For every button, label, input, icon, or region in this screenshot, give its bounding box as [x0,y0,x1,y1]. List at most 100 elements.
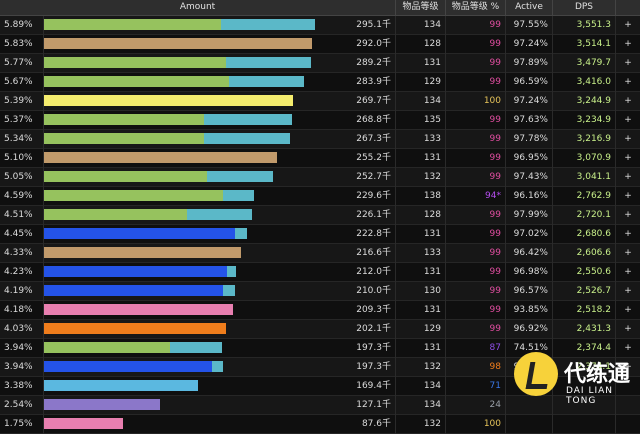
dps-cell: 2,606.6 [553,244,616,263]
table-row[interactable]: 4.33% 216.6千 133 99 96.42% 2,606.6 + [0,244,640,263]
expand-button[interactable]: + [624,229,632,239]
item-level-cell: 134 [396,396,446,415]
bar-segment [170,342,222,353]
active-cell: 96.57% [506,282,553,301]
bar-segment [212,361,223,372]
item-level-pct-cell: 99 [446,225,506,244]
expand-button[interactable]: + [624,305,632,315]
bar-segment [223,285,235,296]
item-level-pct-cell: 99 [446,320,506,339]
table-row[interactable]: 4.18% 209.3千 131 99 93.85% 2,518.2 + [0,301,640,320]
expand-button[interactable]: + [624,210,632,220]
percent-cell: 3.94% [0,339,44,358]
table-row[interactable]: 5.05% 252.7千 132 99 97.43% 3,041.1 + [0,168,640,187]
expand-button[interactable]: + [624,343,632,353]
bar-segment [44,38,312,49]
table-row[interactable]: 5.83% 292.0千 128 99 97.24% 3,514.1 + [0,35,640,54]
expand-button[interactable]: + [624,286,632,296]
amount-cell: 289.2千 [352,54,396,73]
amount-cell: 209.3千 [352,301,396,320]
expand-button[interactable]: + [624,248,632,258]
bar-segment [44,247,241,258]
expand-button[interactable]: + [624,324,632,334]
item-level-pct-cell: 99 [446,130,506,149]
bar-segment [44,228,235,239]
expand-button[interactable]: + [624,96,632,106]
expand-button[interactable]: + [624,39,632,49]
table-row[interactable]: 4.59% 229.6千 138 94* 96.16% 2,762.9 + [0,187,640,206]
percent-cell: 4.45% [0,225,44,244]
bar-segment [44,171,207,182]
item-level-pct-cell: 99 [446,16,506,35]
amount-bar [44,206,396,225]
item-level-pct-cell: 100 [446,92,506,111]
percent-cell: 5.67% [0,73,44,92]
percent-cell: 4.18% [0,301,44,320]
item-level-pct-cell: 94* [446,187,506,206]
table-row[interactable]: 3.38% 169.4千 134 71 [0,377,640,396]
expand-button[interactable]: + [624,20,632,30]
dps-cell: 3,244.9 [553,92,616,111]
table-row[interactable]: 5.10% 255.2千 131 99 96.95% 3,070.9 + [0,149,640,168]
amount-bar [44,377,396,396]
expand-button[interactable]: + [624,134,632,144]
table-row[interactable]: 5.67% 283.9千 129 99 96.59% 3,416.0 + [0,73,640,92]
table-row[interactable]: 4.45% 222.8千 131 99 97.02% 2,680.6 + [0,225,640,244]
col-item-level-header[interactable]: 物品等级 [396,0,446,15]
expand-button[interactable]: + [624,115,632,125]
amount-bar [44,187,396,206]
expand-button[interactable]: + [624,58,632,68]
active-cell: 97.24% [506,92,553,111]
item-level-pct-cell: 99 [446,301,506,320]
col-item-level-pct-header[interactable]: 物品等级 % [446,0,506,15]
table-row[interactable]: 1.75% 87.6千 132 100 [0,415,640,434]
table-header: Amount 物品等级 物品等级 % Active DPS [0,0,640,16]
amount-bar [44,73,396,92]
item-level-cell: 135 [396,111,446,130]
item-level-pct-cell: 98 [446,358,506,377]
bar-segment [44,285,223,296]
table-row[interactable]: 5.34% 267.3千 133 99 97.78% 3,216.9 + [0,130,640,149]
table-row[interactable]: 5.37% 268.8千 135 99 97.63% 3,234.9 + [0,111,640,130]
expand-button[interactable]: + [624,191,632,201]
item-level-cell: 133 [396,130,446,149]
active-cell [506,396,553,415]
active-cell: 97.63% [506,111,553,130]
percent-cell: 4.33% [0,244,44,263]
expand-button[interactable] [616,415,640,434]
percent-cell: 4.51% [0,206,44,225]
col-dps-header[interactable]: DPS [553,0,616,15]
table-row[interactable]: 5.77% 289.2千 131 99 97.89% 3,479.7 + [0,54,640,73]
table-row[interactable]: 5.89% 295.1千 134 99 97.55% 3,551.3 + [0,16,640,35]
table-row[interactable]: 3.94%197.3千1329896.42%2,374.1+ [0,358,640,377]
expand-button[interactable]: + [624,267,632,277]
expand-button[interactable]: + [624,172,632,182]
table-row[interactable]: 4.03% 202.1千 129 99 96.92% 2,431.3 + [0,320,640,339]
item-level-cell: 132 [396,415,446,434]
percent-cell: 4.19% [0,282,44,301]
percent-cell: 5.10% [0,149,44,168]
amount-cell: 197.3千 [352,339,396,358]
amount-bar [44,415,396,434]
table-row[interactable]: 4.51% 226.1千 128 99 97.99% 2,720.1 + [0,206,640,225]
table-row[interactable]: 5.39% 269.7千 134 100 97.24% 3,244.9 + [0,92,640,111]
percent-cell: 1.75% [0,415,44,434]
expand-button[interactable]: + [624,362,632,372]
dps-cell [553,377,616,396]
table-row[interactable]: 3.94% 197.3千 131 87 74.51% 2,374.4 + [0,339,640,358]
expand-button[interactable]: + [624,153,632,163]
table-row[interactable]: 4.23% 212.0千 131 99 96.98% 2,550.6 + [0,263,640,282]
dps-cell: 3,041.1 [553,168,616,187]
item-level-cell: 128 [396,35,446,54]
item-level-cell: 129 [396,73,446,92]
table-row[interactable]: 4.19% 210.0千 130 99 96.57% 2,526.7 + [0,282,640,301]
col-active-header[interactable]: Active [506,0,553,15]
amount-bar [44,339,396,358]
col-amount-header[interactable]: Amount [0,0,396,15]
active-cell: 97.43% [506,168,553,187]
dps-cell: 3,070.9 [553,149,616,168]
dps-cell: 3,234.9 [553,111,616,130]
amount-cell: 268.8千 [352,111,396,130]
expand-button[interactable]: + [624,77,632,87]
amount-cell: 127.1千 [352,396,396,415]
